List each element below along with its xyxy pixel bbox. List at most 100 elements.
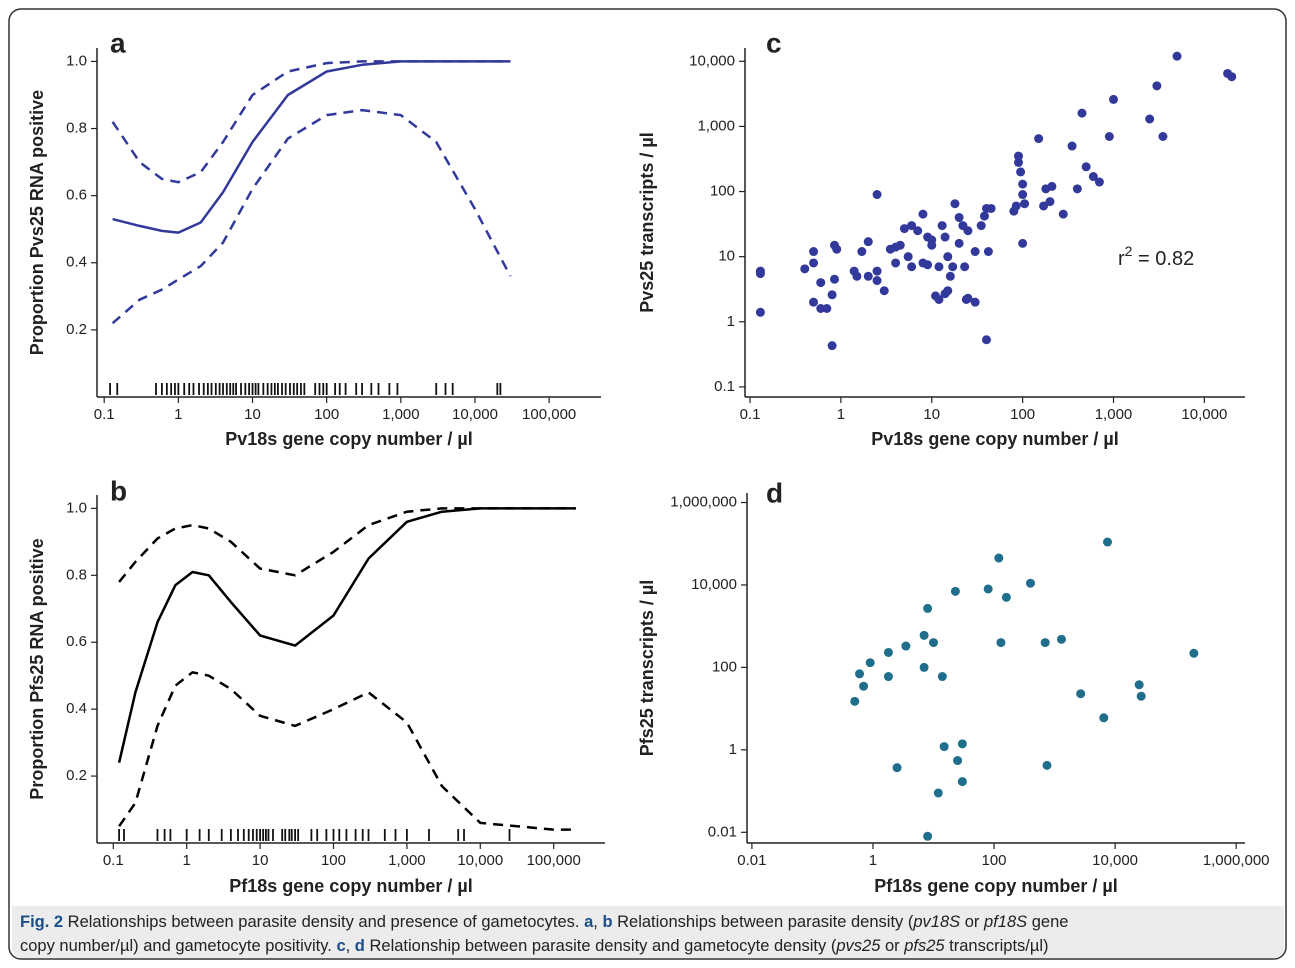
point	[943, 252, 953, 262]
point	[923, 603, 933, 613]
point	[981, 335, 991, 345]
point	[829, 274, 839, 284]
caption-run: pv18S	[913, 913, 961, 931]
point	[918, 209, 928, 219]
point	[1045, 197, 1055, 207]
caption-run: ,	[345, 937, 355, 955]
point	[943, 286, 953, 296]
point	[809, 258, 819, 268]
y-tick-label: 1.0	[66, 52, 87, 69]
point	[1227, 72, 1237, 82]
annotation-part: 2	[1125, 243, 1133, 259]
x-tick-label: 10,000	[457, 852, 503, 869]
point	[1134, 680, 1144, 690]
point	[1042, 760, 1052, 770]
point	[1056, 634, 1066, 644]
point	[832, 244, 842, 254]
curve	[111, 60, 511, 184]
point	[933, 788, 943, 798]
point	[1104, 132, 1114, 142]
point	[963, 226, 973, 236]
y-tick-label: 1	[729, 741, 737, 758]
x-tick-label: 100,000	[522, 406, 576, 423]
point	[934, 262, 944, 272]
point	[939, 742, 949, 752]
point	[1040, 638, 1050, 648]
point	[953, 756, 963, 766]
curve	[118, 671, 576, 831]
point	[1018, 190, 1028, 200]
point	[983, 584, 993, 594]
curve	[118, 507, 576, 583]
point	[855, 669, 865, 679]
y-axis-title: Pvs25 transcripts / µl	[637, 132, 657, 312]
point	[983, 247, 993, 257]
point	[879, 286, 889, 296]
y-axis-title: Proportion Pfs25 RNA positive	[27, 538, 47, 799]
x-tick-label: 1	[869, 852, 877, 869]
point	[923, 831, 933, 841]
point	[1189, 648, 1199, 658]
x-tick-label: 1,000	[1095, 406, 1133, 423]
point	[934, 294, 944, 304]
point	[994, 553, 1004, 563]
caption-run: ,	[593, 913, 603, 931]
point	[891, 258, 901, 268]
point	[899, 224, 909, 234]
y-tick-label: 0.6	[66, 187, 87, 204]
point	[1034, 134, 1044, 144]
caption-run: c	[336, 937, 346, 955]
point	[970, 247, 980, 257]
x-tick-label: 0.01	[737, 852, 766, 869]
point	[892, 763, 902, 773]
point	[1145, 114, 1155, 124]
caption-run: or	[960, 913, 985, 931]
point	[1103, 537, 1113, 547]
point	[1020, 199, 1030, 209]
x-tick-label: 0.1	[740, 406, 761, 423]
point	[954, 238, 964, 248]
point	[755, 307, 765, 317]
x-axis-title: Pv18s gene copy number / µl	[871, 429, 1118, 449]
curve	[112, 60, 511, 234]
y-tick-label: 0.1	[714, 378, 735, 395]
y-tick-label: 100	[710, 183, 735, 200]
point	[1172, 51, 1182, 61]
caption-run: pvs25	[836, 937, 881, 955]
caption-run: gene	[1027, 913, 1069, 931]
x-tick-label: 1	[183, 852, 191, 869]
x-tick-label: 100	[1010, 406, 1035, 423]
caption-run: b	[602, 913, 613, 931]
point	[883, 647, 893, 657]
x-tick-label: 100	[314, 406, 339, 423]
x-tick-label: 100	[321, 852, 346, 869]
point	[1076, 689, 1086, 699]
panel-label: c	[766, 27, 782, 58]
point	[963, 293, 973, 303]
point	[1109, 94, 1119, 104]
point	[1018, 238, 1028, 248]
point	[1013, 151, 1023, 161]
caption-line: Fig. 2 Relationships between parasite de…	[20, 910, 1276, 934]
y-tick-label: 10,000	[691, 576, 737, 593]
x-tick-label: 10,000	[1092, 852, 1138, 869]
point	[907, 262, 917, 272]
annotation-part: = 0.82	[1132, 248, 1194, 270]
y-tick-label: 0.2	[66, 321, 87, 338]
point	[800, 264, 810, 274]
point	[919, 630, 929, 640]
point	[863, 237, 873, 247]
point	[1158, 132, 1168, 142]
point	[927, 235, 937, 245]
point	[865, 658, 875, 668]
point	[970, 297, 980, 307]
y-tick-label: 0.2	[66, 767, 87, 784]
caption-run: a	[584, 913, 594, 931]
point	[1152, 81, 1162, 91]
point	[948, 262, 958, 272]
point	[859, 681, 869, 691]
x-tick-label: 10	[244, 406, 261, 423]
point	[895, 240, 905, 250]
point	[1039, 201, 1049, 211]
